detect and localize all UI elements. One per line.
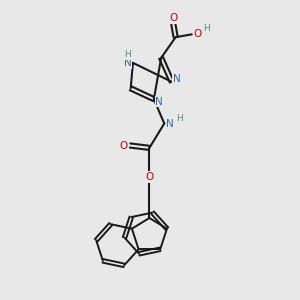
- Text: N: N: [124, 58, 131, 68]
- Text: N: N: [166, 118, 174, 128]
- Text: N: N: [173, 74, 181, 84]
- Text: H: H: [176, 114, 182, 123]
- Text: H: H: [124, 50, 131, 59]
- Text: O: O: [194, 29, 202, 39]
- Text: O: O: [169, 13, 177, 23]
- Text: O: O: [119, 140, 128, 151]
- Text: H: H: [202, 24, 209, 33]
- Text: O: O: [145, 172, 154, 182]
- Text: N: N: [155, 97, 163, 106]
